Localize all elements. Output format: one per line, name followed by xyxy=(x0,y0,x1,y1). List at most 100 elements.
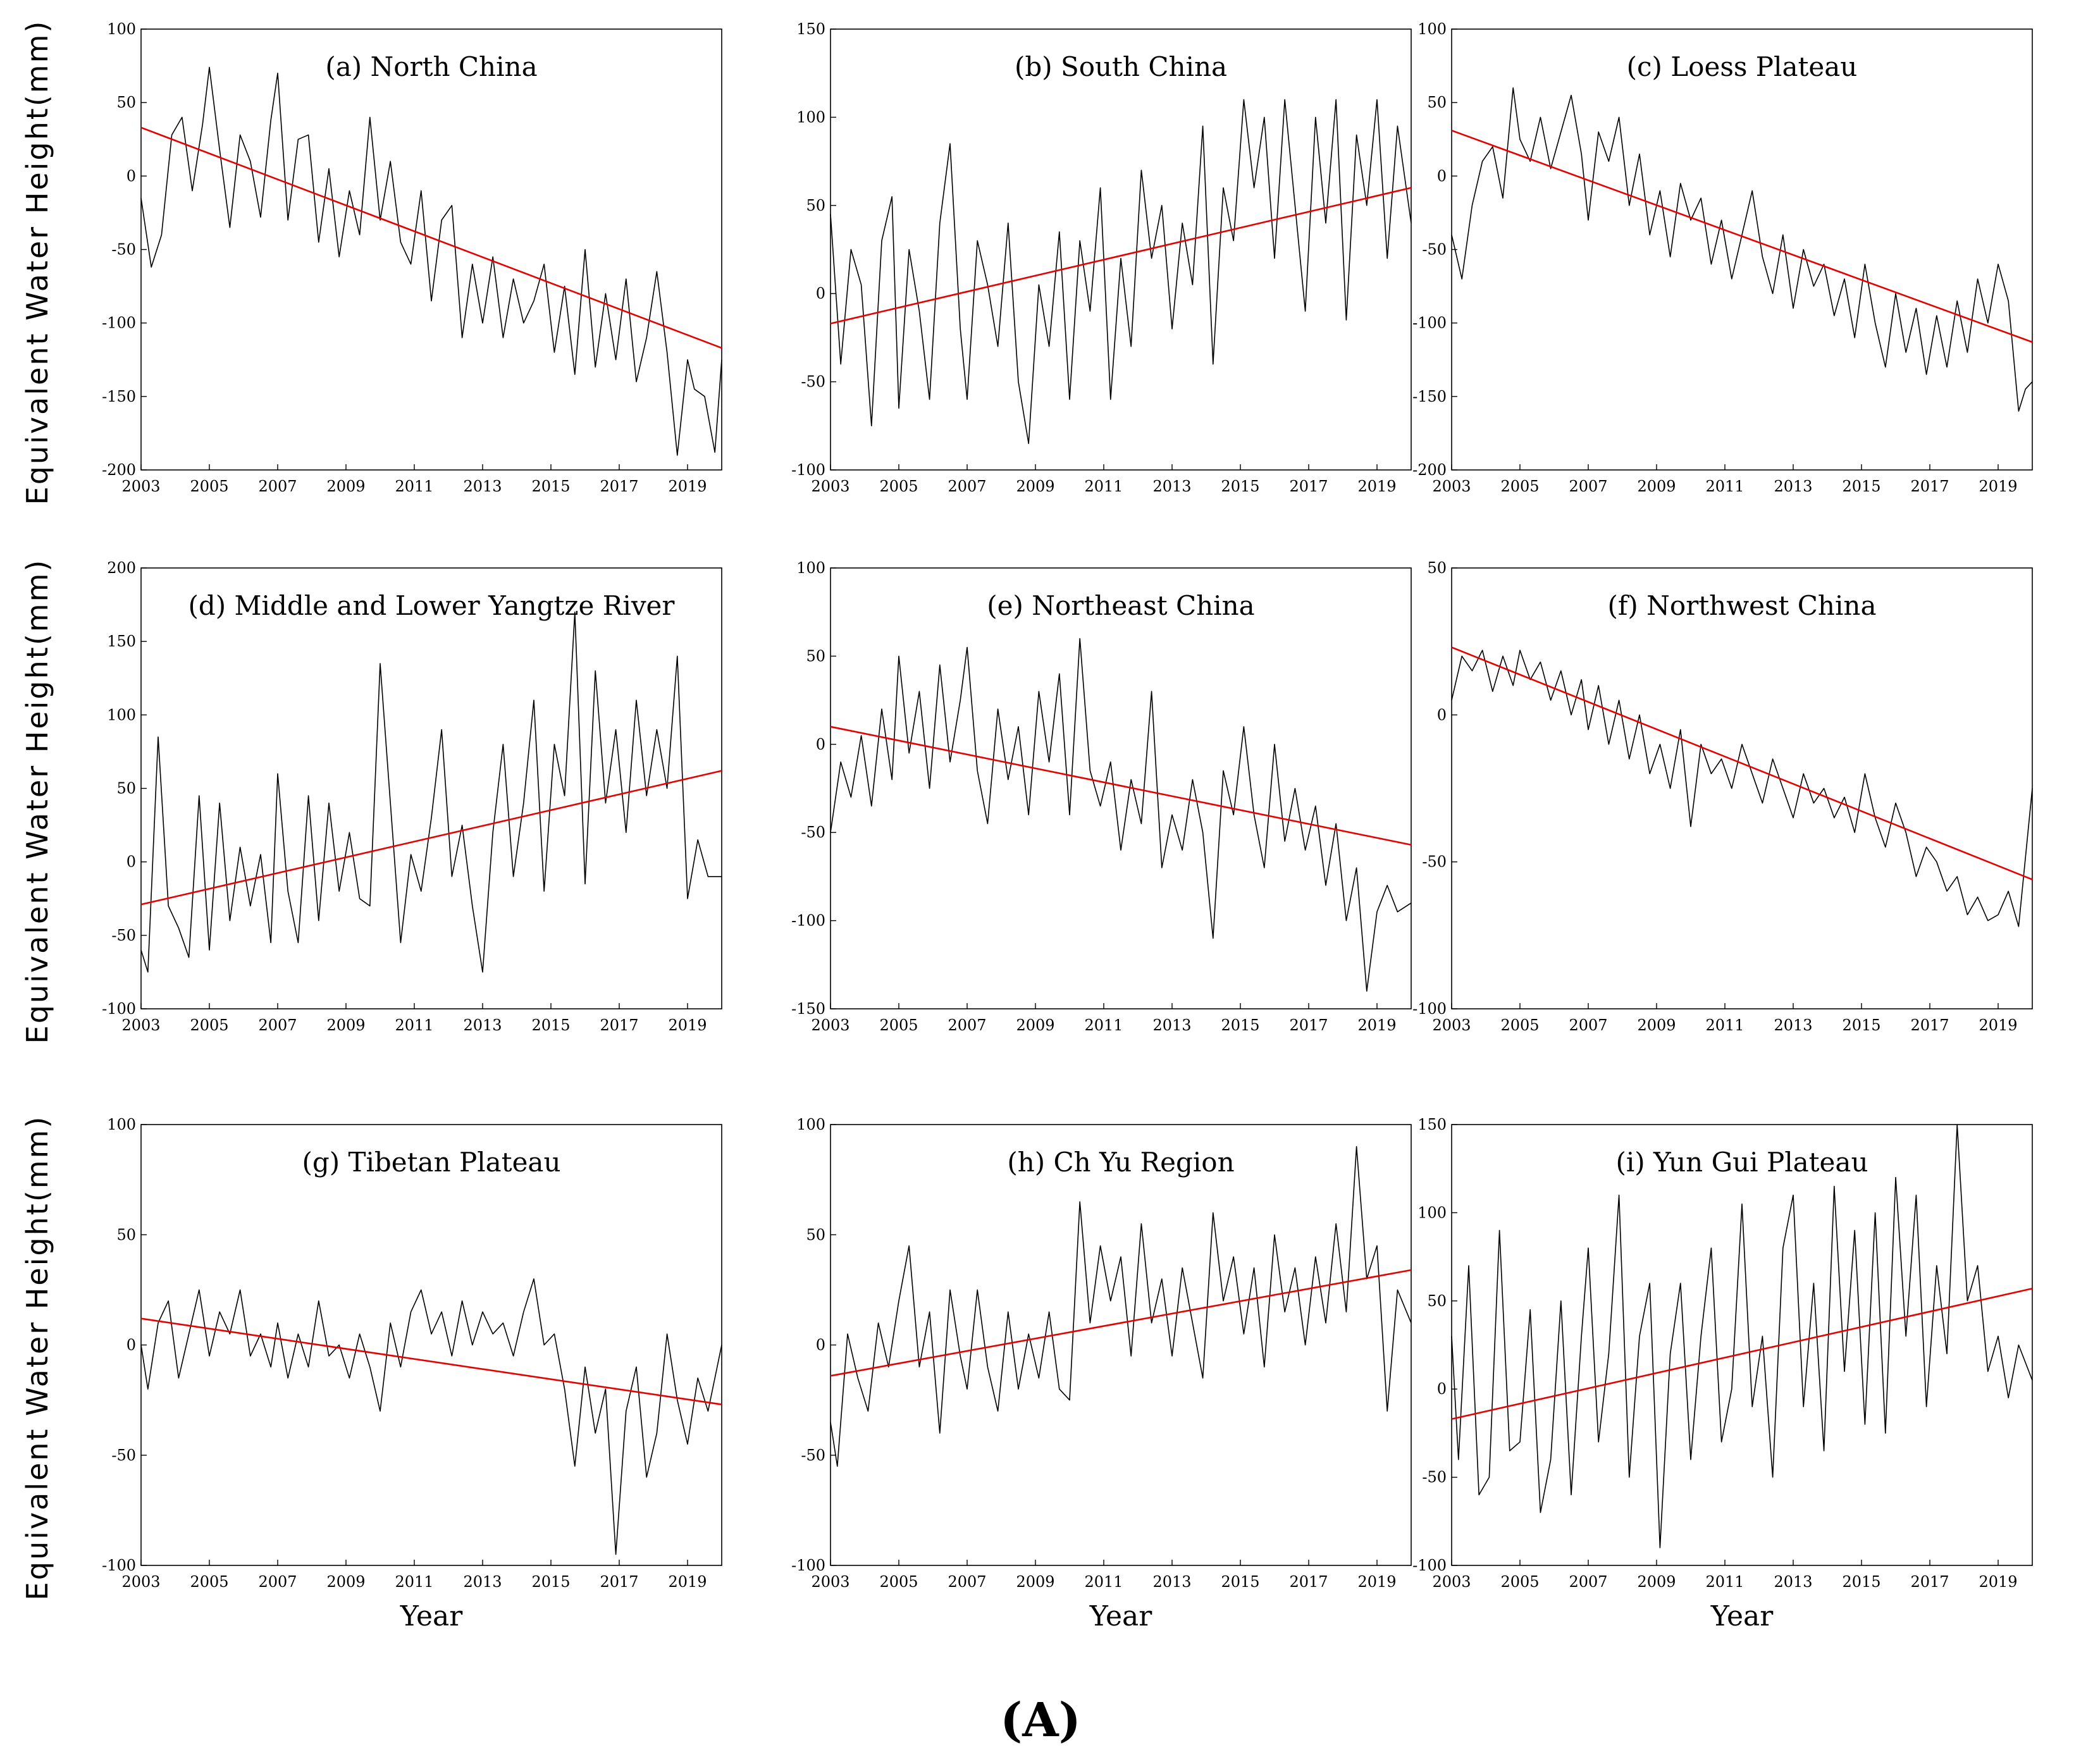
series-line xyxy=(830,99,1412,445)
x-tick-label: 2015 xyxy=(1842,478,1880,495)
y-tick-label: 100 xyxy=(107,706,136,724)
y-tick-label: -100 xyxy=(791,461,825,479)
y-tick-label: 0 xyxy=(127,1336,136,1354)
x-tick-label: 2011 xyxy=(1705,478,1744,495)
trend-line xyxy=(830,1269,1412,1377)
x-tick-label: 2011 xyxy=(1084,1016,1123,1034)
x-tick-label: 2009 xyxy=(1637,1016,1676,1034)
x-tick-label: 2017 xyxy=(600,1016,638,1034)
panel-title: (e) Northeast China xyxy=(987,590,1254,621)
x-tick-label: 2013 xyxy=(1774,1573,1812,1591)
x-tick-label: 2015 xyxy=(531,1016,570,1034)
panel-title: (a) North China xyxy=(325,51,537,82)
y-tick-label: 50 xyxy=(1427,94,1447,111)
x-tick-label: 2005 xyxy=(1500,478,1539,495)
x-tick-label: 2019 xyxy=(668,478,707,495)
y-tick-label: 150 xyxy=(796,20,825,38)
x-tick-label: 2005 xyxy=(879,478,918,495)
trend-line xyxy=(830,725,1412,846)
x-tick-label: 2009 xyxy=(326,478,365,495)
x-tick-label: 2005 xyxy=(190,478,228,495)
x-tick-label: 2011 xyxy=(1705,1016,1744,1034)
x-tick-label: 2003 xyxy=(1432,1016,1471,1034)
x-tick-label: 2009 xyxy=(1637,1573,1676,1591)
x-tick-label: 2007 xyxy=(258,1016,297,1034)
x-axis-label: Year xyxy=(1089,1600,1152,1632)
x-tick-label: 2017 xyxy=(1289,1016,1328,1034)
x-tick-label: 2009 xyxy=(1637,478,1676,495)
y-tick-label: 100 xyxy=(796,1116,825,1133)
x-tick-label: 2015 xyxy=(1221,478,1259,495)
x-tick-label: 2017 xyxy=(1289,1573,1328,1591)
trend-line xyxy=(140,770,722,906)
y-tick-label: -100 xyxy=(102,314,136,332)
x-tick-label: 2019 xyxy=(1979,1573,2017,1591)
x-tick-label: 2019 xyxy=(1357,1573,1396,1591)
chart-panel: -100 -50 0 50 2003 2005 2007 2009 2011 2013 2015 20… xyxy=(1412,559,2033,1034)
y-tick-label: 0 xyxy=(816,285,825,302)
x-tick-label: 2015 xyxy=(1221,1573,1259,1591)
x-tick-label: 2009 xyxy=(1016,478,1054,495)
trend-line xyxy=(140,126,722,349)
x-tick-label: 2019 xyxy=(1357,1016,1396,1034)
chart-panel: -100 -50 0 50 100 150 200 2003 2005 2007 2009 2011 2… xyxy=(20,558,722,1044)
y-tick-label: 0 xyxy=(816,736,825,753)
chart-panel: -100 -50 0 50 100 2003 2005 2007 2009 2011 2013 201… xyxy=(20,1115,722,1632)
y-tick-label: 50 xyxy=(806,647,825,665)
y-tick-label: -50 xyxy=(111,1446,136,1464)
x-tick-label: 2017 xyxy=(1910,478,1949,495)
y-tick-label: -50 xyxy=(1422,1469,1447,1486)
x-tick-label: 2007 xyxy=(258,478,297,495)
panel-title: (h) Ch Yu Region xyxy=(1007,1147,1234,1178)
x-tick-label: 2015 xyxy=(531,478,570,495)
x-tick-label: 2011 xyxy=(1705,1573,1744,1591)
figure-caption: (A) xyxy=(1000,1693,1080,1748)
trend-line xyxy=(1451,130,2033,343)
y-tick-label: -100 xyxy=(791,1557,825,1574)
y-axis-label: Equivalent Water Height(mm) xyxy=(20,558,54,1044)
x-tick-label: 2003 xyxy=(811,1016,849,1034)
panel-title: (f) Northwest China xyxy=(1607,590,1876,621)
x-tick-label: 2017 xyxy=(1289,478,1328,495)
y-tick-label: -150 xyxy=(102,388,136,405)
y-tick-label: 50 xyxy=(116,1226,136,1243)
panel-title: (b) South China xyxy=(1015,51,1227,82)
x-axis-label: Year xyxy=(1710,1600,1774,1632)
trend-line xyxy=(1451,646,2033,880)
plot-frame xyxy=(140,1124,722,1566)
x-tick-label: 2003 xyxy=(121,1016,160,1034)
x-tick-label: 2015 xyxy=(1842,1573,1880,1591)
panel-title: (c) Loess Plateau xyxy=(1627,51,1858,82)
y-tick-label: 50 xyxy=(1427,1292,1447,1310)
y-tick-label: 0 xyxy=(1437,167,1447,185)
y-tick-label: -50 xyxy=(111,241,136,259)
plot-frame xyxy=(140,567,722,1009)
x-tick-label: 2003 xyxy=(121,1573,160,1591)
panel-title: (g) Tibetan Plateau xyxy=(302,1147,560,1178)
panel-title: (d) Middle and Lower Yangtze River xyxy=(188,590,676,621)
x-tick-label: 2009 xyxy=(326,1573,365,1591)
x-tick-label: 2007 xyxy=(948,1573,986,1591)
x-tick-label: 2019 xyxy=(1979,478,2017,495)
y-tick-label: 100 xyxy=(1417,20,1447,38)
chart-panel: -150 -100 -50 0 50 100 2003 2005 2007 2009 2011 201… xyxy=(791,559,1412,1034)
plot-frame xyxy=(830,567,1412,1009)
x-tick-label: 2011 xyxy=(395,478,433,495)
y-tick-label: 100 xyxy=(796,108,825,126)
x-tick-label: 2005 xyxy=(879,1016,918,1034)
y-tick-label: 100 xyxy=(1417,1204,1447,1221)
x-tick-label: 2005 xyxy=(1500,1573,1539,1591)
x-tick-label: 2013 xyxy=(1152,478,1191,495)
y-tick-label: 50 xyxy=(116,780,136,798)
y-tick-label: 200 xyxy=(107,559,136,577)
trend-line xyxy=(140,1317,722,1405)
x-tick-label: 2007 xyxy=(1569,478,1607,495)
y-tick-label: -50 xyxy=(801,373,825,391)
plot-frame xyxy=(1451,567,2033,1009)
y-tick-label: -100 xyxy=(791,912,825,930)
x-tick-label: 2013 xyxy=(1774,478,1812,495)
chart-panel: -200 -150 -100 -50 0 50 100 2003 2005 2007 2009 201… xyxy=(1412,20,2033,495)
y-tick-label: -50 xyxy=(1422,241,1447,259)
y-tick-label: 0 xyxy=(816,1336,825,1354)
y-tick-label: -50 xyxy=(111,927,136,944)
